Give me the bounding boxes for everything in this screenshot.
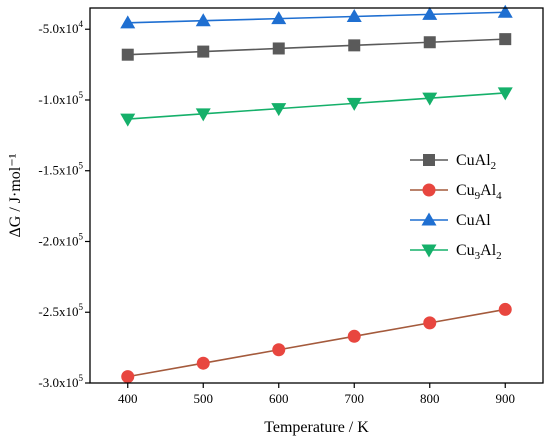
legend: CuAl2 Cu9Al4 CuAl Cu3Al2 xyxy=(410,152,502,262)
series-line-cual xyxy=(127,11,506,24)
series-line-cu9al4 xyxy=(127,308,506,378)
legend-marker-cual xyxy=(421,212,437,226)
data-point-cu9al4 xyxy=(423,316,437,330)
data-point-cu3al2 xyxy=(497,87,513,101)
y-tick-label: -2.0x105 xyxy=(38,231,83,248)
data-point-cual xyxy=(195,13,211,27)
data-point-cu3al2 xyxy=(346,97,362,111)
data-point-cual2 xyxy=(423,36,436,49)
legend-label-cual: CuAl xyxy=(456,212,491,229)
data-point-cu9al4 xyxy=(347,329,361,343)
legend-marker-cu9al4 xyxy=(422,183,436,197)
data-point-cu9al4 xyxy=(196,356,210,370)
data-point-cu3al2 xyxy=(422,92,438,106)
series-line-cu3al2 xyxy=(127,92,506,120)
x-tick-label: 800 xyxy=(420,391,440,406)
x-tick-label: 700 xyxy=(345,391,365,406)
data-point-cual2 xyxy=(499,33,512,46)
axes: 400 500 600 700 800 900 -5.0x104 -1.0x105 -1.5x1… xyxy=(38,7,544,406)
data-point-cu3al2 xyxy=(271,103,287,117)
series-cu3al2 xyxy=(120,87,513,127)
data-point-cu9al4 xyxy=(498,302,512,316)
data-point-cual2 xyxy=(121,48,134,61)
x-tick-label: 500 xyxy=(194,391,214,406)
plot-area xyxy=(120,4,513,384)
y-tick-label: -1.0x105 xyxy=(38,90,83,107)
x-axis-title: Temperature / K xyxy=(264,419,369,436)
x-tick-label: 400 xyxy=(118,391,138,406)
legend-marker-cu3al2 xyxy=(421,244,437,258)
data-point-cual2 xyxy=(197,45,210,58)
data-point-cual xyxy=(271,11,287,25)
data-point-cual2 xyxy=(272,42,285,55)
legend-item-cu3al2: Cu3Al2 xyxy=(410,242,502,262)
data-point-cu3al2 xyxy=(195,108,211,122)
x-tick-label: 900 xyxy=(496,391,516,406)
legend-marker-cual2 xyxy=(423,154,435,166)
series-cual2 xyxy=(121,33,512,61)
x-tick-label: 600 xyxy=(269,391,289,406)
y-tick-label: -5.0x104 xyxy=(38,19,83,36)
data-point-cu3al2 xyxy=(120,113,136,127)
legend-item-cu9al4: Cu9Al4 xyxy=(410,182,502,202)
legend-item-cual2: CuAl2 xyxy=(410,152,496,172)
y-tick-label: -2.5x105 xyxy=(38,302,83,319)
legend-label-cu9al4: Cu9Al4 xyxy=(456,182,502,202)
series-line-cual2 xyxy=(127,38,506,56)
data-point-cual xyxy=(120,15,136,29)
data-point-cual xyxy=(497,4,513,18)
legend-item-cual: CuAl xyxy=(410,212,491,229)
y-axis-title: ΔG / J·mol⁻¹ xyxy=(7,153,24,237)
data-point-cual xyxy=(346,8,362,22)
y-tick-label: -3.0x105 xyxy=(38,373,83,390)
data-point-cual xyxy=(422,6,438,20)
data-point-cu9al4 xyxy=(121,370,135,384)
data-point-cual2 xyxy=(348,39,361,52)
legend-label-cu3al2: Cu3Al2 xyxy=(456,242,502,262)
data-point-cu9al4 xyxy=(272,343,286,357)
y-tick-label: -1.5x105 xyxy=(38,161,83,178)
series-cu9al4 xyxy=(121,302,512,384)
plot-frame xyxy=(89,7,544,384)
legend-label-cual2: CuAl2 xyxy=(456,152,496,172)
series-cual xyxy=(120,4,513,29)
